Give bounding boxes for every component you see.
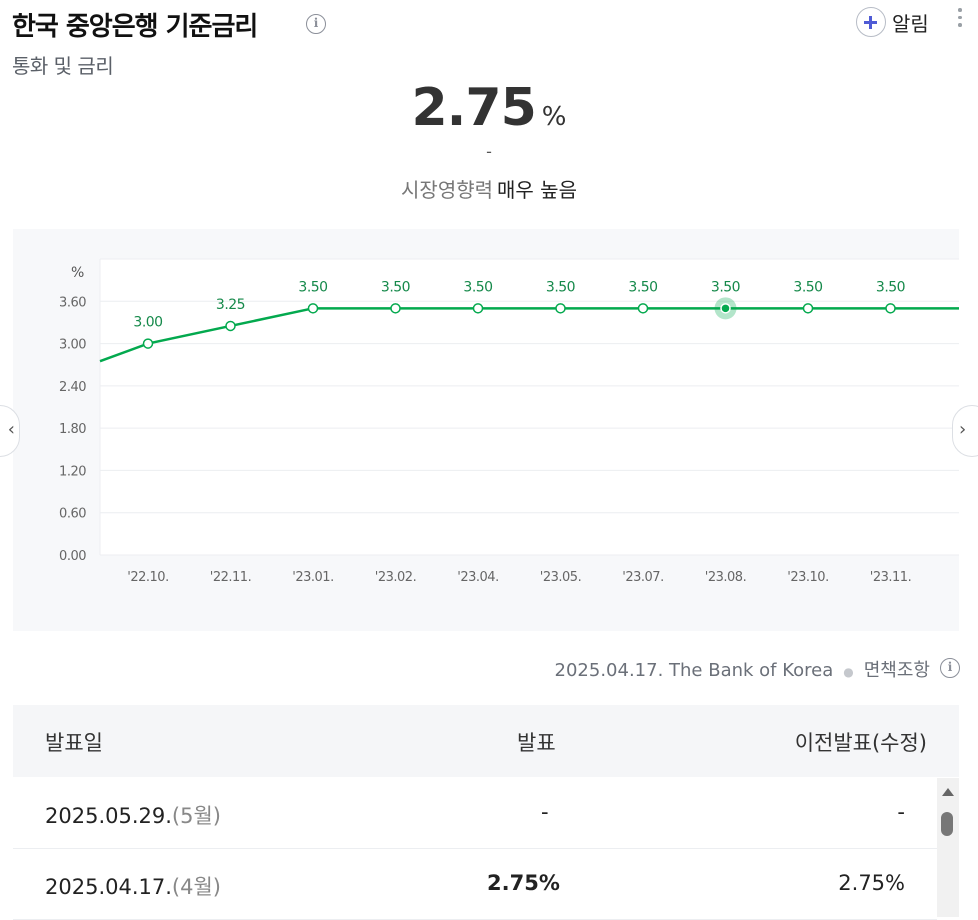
row-previous: 2.75% — [838, 871, 905, 895]
more-vertical-icon[interactable] — [957, 8, 963, 32]
y-tick-label: 0.60 — [59, 507, 86, 522]
date-text: 2025.04.17. — [45, 875, 172, 899]
header-date: 발표일 — [45, 731, 103, 755]
x-tick-label: '22.10. — [127, 570, 168, 585]
x-tick-label: '23.10. — [787, 570, 828, 585]
row-date: 2025.05.29.(5월) — [45, 800, 221, 830]
data-label: 3.50 — [546, 279, 575, 295]
y-tick-label: 2.40 — [59, 380, 86, 395]
data-point — [472, 303, 484, 314]
y-tick-label: 3.60 — [59, 295, 86, 310]
header-previous: 이전발표(수정) — [794, 731, 927, 755]
rate-value: 2.75 — [411, 78, 536, 138]
plus-circle-icon — [856, 7, 886, 37]
category-subtitle: 통화 및 금리 — [12, 54, 114, 78]
data-point — [390, 303, 401, 314]
page-title: 한국 중앙은행 기준금리 — [12, 12, 258, 42]
x-tick-label: '23.11. — [870, 570, 911, 585]
x-tick-label: '23.04. — [457, 570, 498, 585]
row-actual: - — [541, 800, 549, 824]
y-tick-label: 1.80 — [59, 422, 86, 437]
data-point — [142, 338, 154, 349]
data-point — [225, 320, 236, 332]
x-tick-label: '23.02. — [375, 570, 416, 585]
row-date: 2025.04.17.(4월) — [45, 871, 221, 901]
table-header: 발표일 발표 이전발표(수정) — [13, 705, 959, 777]
x-tick-label: '23.01. — [292, 570, 333, 585]
y-tick-label: 0.00 — [59, 549, 86, 564]
x-tick-label: '23.05. — [540, 570, 581, 585]
scroll-thumb[interactable] — [941, 812, 953, 836]
alarm-button[interactable]: 알림 — [856, 6, 929, 38]
chart-panel: % 0.00 0.60 1.20 1.80 2.40 3.00 3.60 '22.10. '22.… — [13, 229, 959, 631]
rate-unit: % — [541, 102, 567, 132]
source-line: 2025.04.17. The Bank of Korea ● 면책조항 — [555, 656, 930, 682]
x-tick-label: '23.08. — [705, 570, 746, 585]
row-previous: - — [897, 800, 905, 824]
table-scrollbar[interactable] — [937, 778, 959, 917]
data-label: 3.50 — [381, 279, 410, 295]
alarm-label: 알림 — [892, 11, 929, 36]
impact-label: 시장영향력 — [401, 178, 494, 202]
current-rate: 2.75% — [0, 78, 978, 138]
data-point — [885, 303, 896, 314]
data-point-highlighted — [720, 303, 731, 314]
scroll-up-arrow-icon[interactable] — [942, 788, 954, 796]
data-point — [802, 303, 814, 314]
date-text: 2025.05.29. — [45, 804, 172, 828]
x-tick-label: '22.11. — [210, 570, 251, 585]
data-label: 3.50 — [793, 279, 822, 295]
data-label: 3.50 — [463, 279, 492, 295]
line-chart[interactable]: % 0.00 0.60 1.20 1.80 2.40 3.00 3.60 '22.10. '22.… — [13, 229, 959, 631]
data-label: 3.00 — [133, 315, 162, 331]
y-tick-label: 1.20 — [59, 464, 86, 479]
info-icon[interactable]: i — [306, 14, 326, 34]
data-label: 3.50 — [298, 279, 327, 295]
source-date: 2025.04.17. The Bank of Korea — [554, 660, 834, 681]
separator-dot: ● — [843, 665, 854, 679]
header-actual: 발표 — [517, 731, 556, 755]
data-label: 3.25 — [216, 297, 245, 313]
table-row: 2025.05.29.(5월) - - — [13, 778, 937, 849]
data-point — [307, 303, 319, 314]
series-line — [99, 307, 959, 363]
row-actual: 2.75% — [487, 871, 560, 895]
market-impact: 시장영향력 매우 높음 — [0, 174, 978, 203]
y-tick-label: 3.00 — [59, 338, 86, 353]
disclaimer-info-icon[interactable]: i — [940, 658, 960, 678]
x-tick-label: '23.07. — [622, 570, 663, 585]
data-label: 3.50 — [876, 279, 905, 295]
data-label: 3.50 — [711, 279, 740, 295]
month-text: (4월) — [171, 875, 221, 899]
impact-value: 매우 높음 — [497, 178, 577, 202]
chart-next-button[interactable]: › — [952, 405, 978, 457]
month-text: (5월) — [171, 804, 221, 828]
rate-change: - — [486, 142, 492, 161]
y-axis-unit: % — [71, 265, 84, 281]
data-label: 3.50 — [628, 279, 657, 295]
chevron-left-icon: ‹ — [7, 419, 15, 440]
table-row: 2025.04.17.(4월) 2.75% 2.75% — [13, 849, 937, 920]
chevron-right-icon: › — [959, 419, 967, 440]
disclaimer-link[interactable]: 면책조항 — [863, 660, 930, 681]
data-point — [637, 303, 649, 314]
data-point — [555, 303, 566, 314]
